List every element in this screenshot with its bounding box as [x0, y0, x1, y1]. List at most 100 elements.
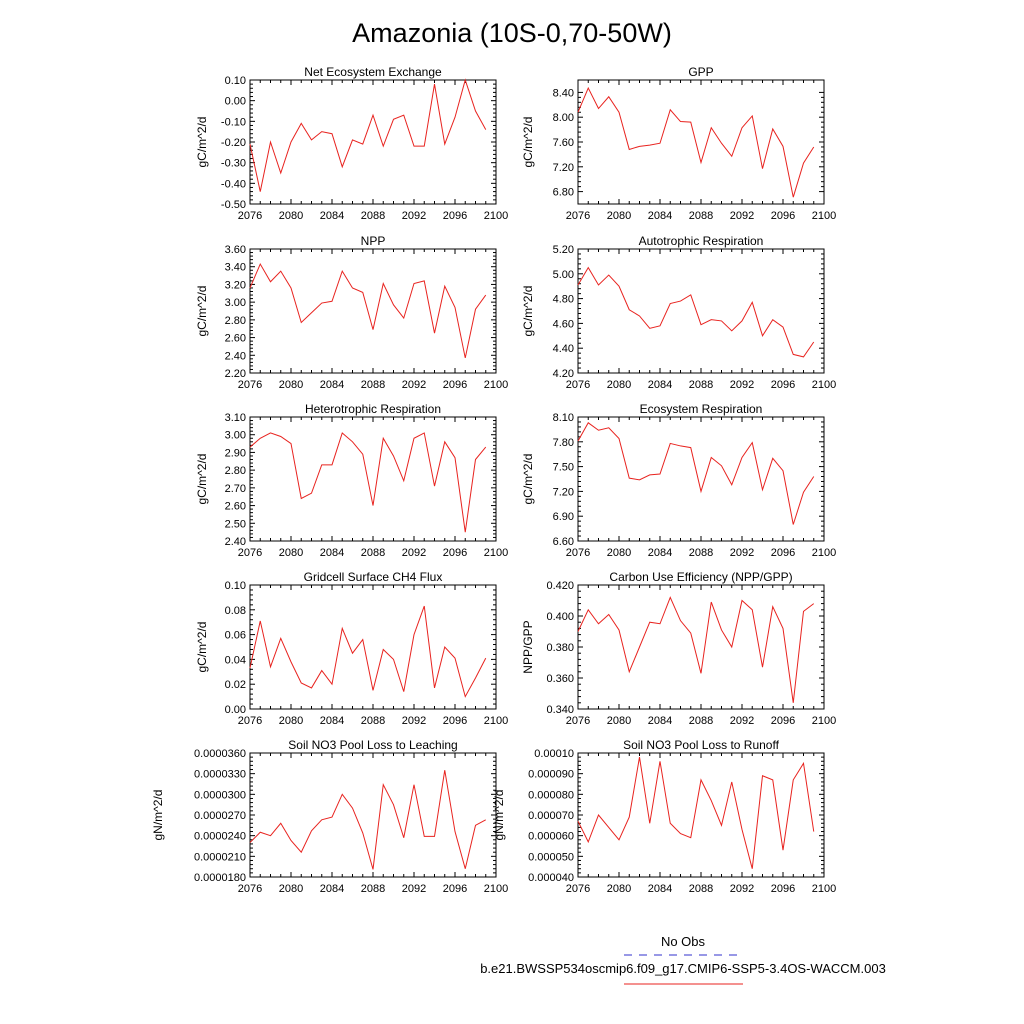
y-tick-label: 7.50: [553, 462, 574, 474]
panel-net-ecosystem-exchange: Net Ecosystem Exchange 2076 2080 2084 2088 20…: [195, 65, 508, 222]
y-tick-label: -0.50: [221, 199, 246, 211]
x-tick-label: 2076: [238, 547, 262, 559]
x-tick-label: 2100: [812, 883, 836, 895]
legend: No Obs b.e21.BWSSP534oscmip6.f09_g17.CMI…: [480, 934, 886, 985]
series-line: [577, 86, 815, 198]
x-tick-label: 2092: [730, 547, 754, 559]
y-tick-label: 2.40: [225, 536, 246, 548]
y-tick-label: 0.000080: [528, 789, 574, 801]
panel-soil-no3-pool-loss-to-leaching: Soil NO3 Pool Loss to Leaching 2076 2080 20…: [151, 738, 508, 895]
x-tick-label: 2096: [771, 883, 795, 895]
x-tick-label: 2088: [361, 883, 385, 895]
y-tick-label: 6.60: [553, 536, 574, 548]
plot-frame: [577, 752, 825, 878]
series-line: [577, 422, 815, 525]
y-tick-label: 3.10: [225, 412, 246, 424]
y-tick-label: 0.420: [546, 580, 574, 592]
y-tick-label: 2.20: [225, 368, 246, 380]
y-tick-label: 0.00: [225, 96, 246, 108]
series-line: [577, 757, 815, 869]
y-tick-label: 6.90: [553, 511, 574, 523]
x-tick-label: 2092: [730, 883, 754, 895]
y-tick-label: 0.340: [546, 704, 574, 716]
x-tick-label: 2100: [812, 547, 836, 559]
x-tick-label: 2084: [648, 883, 672, 895]
x-tick-label: 2100: [812, 379, 836, 391]
x-tick-label: 2092: [730, 210, 754, 222]
x-tick-label: 2100: [484, 547, 508, 559]
y-tick-label: 2.90: [225, 447, 246, 459]
y-tick-label: 0.000060: [528, 831, 574, 843]
plot-frame: [249, 752, 497, 878]
panel-heterotrophic-respiration: Heterotrophic Respiration 2076 2080 2084 208…: [195, 402, 508, 559]
x-tick-label: 2076: [566, 210, 590, 222]
x-tick-label: 2096: [771, 379, 795, 391]
x-tick-label: 2088: [361, 210, 385, 222]
x-tick-label: 2096: [443, 883, 467, 895]
y-tick-label: 0.0000240: [194, 831, 246, 843]
x-tick-label: 2076: [238, 715, 262, 727]
x-tick-label: 2100: [812, 210, 836, 222]
y-tick-label: 3.40: [225, 262, 246, 274]
y-tick-label: 0.380: [546, 642, 574, 654]
x-tick-label: 2084: [320, 547, 344, 559]
x-tick-label: 2088: [689, 715, 713, 727]
x-tick-label: 2088: [689, 547, 713, 559]
plot-frame: [577, 416, 825, 542]
legend-label-model-run: b.e21.BWSSP534oscmip6.f09_g17.CMIP6-SSP5…: [480, 961, 886, 976]
plot-frame: [249, 248, 497, 374]
series-line: [249, 770, 486, 870]
x-tick-label: 2100: [484, 883, 508, 895]
x-tick-label: 2076: [238, 883, 262, 895]
y-tick-label: 0.360: [546, 673, 574, 685]
y-tick-label: -0.40: [221, 178, 246, 190]
y-axis-label: gN/m^2/d: [492, 790, 506, 841]
plot-frame: [577, 584, 825, 710]
panel-title: Net Ecosystem Exchange: [304, 65, 442, 79]
x-tick-label: 2100: [484, 210, 508, 222]
panel-soil-no3-pool-loss-to-runoff: Soil NO3 Pool Loss to Runoff 2076 2080 2084…: [492, 738, 836, 895]
y-axis-label: gN/m^2/d: [151, 790, 165, 841]
x-tick-label: 2088: [361, 547, 385, 559]
panel-title: Gridcell Surface CH4 Flux: [304, 570, 443, 584]
x-tick-label: 2092: [730, 715, 754, 727]
y-tick-label: 2.40: [225, 350, 246, 362]
x-tick-label: 2084: [320, 883, 344, 895]
x-tick-label: 2080: [607, 715, 631, 727]
panel-title: Heterotrophic Respiration: [305, 402, 441, 416]
y-tick-label: 3.00: [225, 297, 246, 309]
series-line: [249, 78, 487, 192]
panel-title: Soil NO3 Pool Loss to Leaching: [288, 738, 457, 752]
x-tick-label: 2096: [443, 547, 467, 559]
x-tick-label: 2088: [689, 210, 713, 222]
x-tick-label: 2100: [812, 715, 836, 727]
y-tick-label: 8.10: [553, 412, 574, 424]
plot-frame: [577, 248, 825, 374]
x-tick-label: 2096: [443, 379, 467, 391]
y-tick-label: 3.60: [225, 244, 246, 256]
y-tick-label: 3.00: [225, 430, 246, 442]
y-tick-label: 0.04: [225, 654, 246, 666]
y-axis-label: gC/m^2/d: [195, 117, 209, 168]
y-tick-label: 0.08: [225, 605, 246, 617]
x-tick-label: 2076: [566, 715, 590, 727]
x-tick-label: 2080: [607, 547, 631, 559]
y-tick-label: 0.0000270: [194, 810, 246, 822]
plot-frame: [577, 79, 825, 205]
x-tick-label: 2096: [771, 210, 795, 222]
y-tick-label: 2.60: [225, 333, 246, 345]
x-tick-label: 2084: [320, 210, 344, 222]
x-tick-label: 2076: [238, 210, 262, 222]
plot-frame: [249, 79, 497, 205]
y-axis-label: gC/m^2/d: [521, 286, 535, 337]
x-tick-label: 2080: [279, 210, 303, 222]
panel-ecosystem-respiration: Ecosystem Respiration 2076 2080 2084 2088 209…: [521, 402, 836, 559]
y-tick-label: 2.70: [225, 483, 246, 495]
x-tick-label: 2084: [648, 210, 672, 222]
y-axis-label: gC/m^2/d: [521, 117, 535, 168]
y-tick-label: -0.10: [221, 116, 246, 128]
y-tick-label: 7.80: [553, 437, 574, 449]
x-tick-label: 2084: [648, 715, 672, 727]
figure-title: Amazonia (10S-0,70-50W): [352, 18, 672, 48]
x-tick-label: 2092: [402, 883, 426, 895]
